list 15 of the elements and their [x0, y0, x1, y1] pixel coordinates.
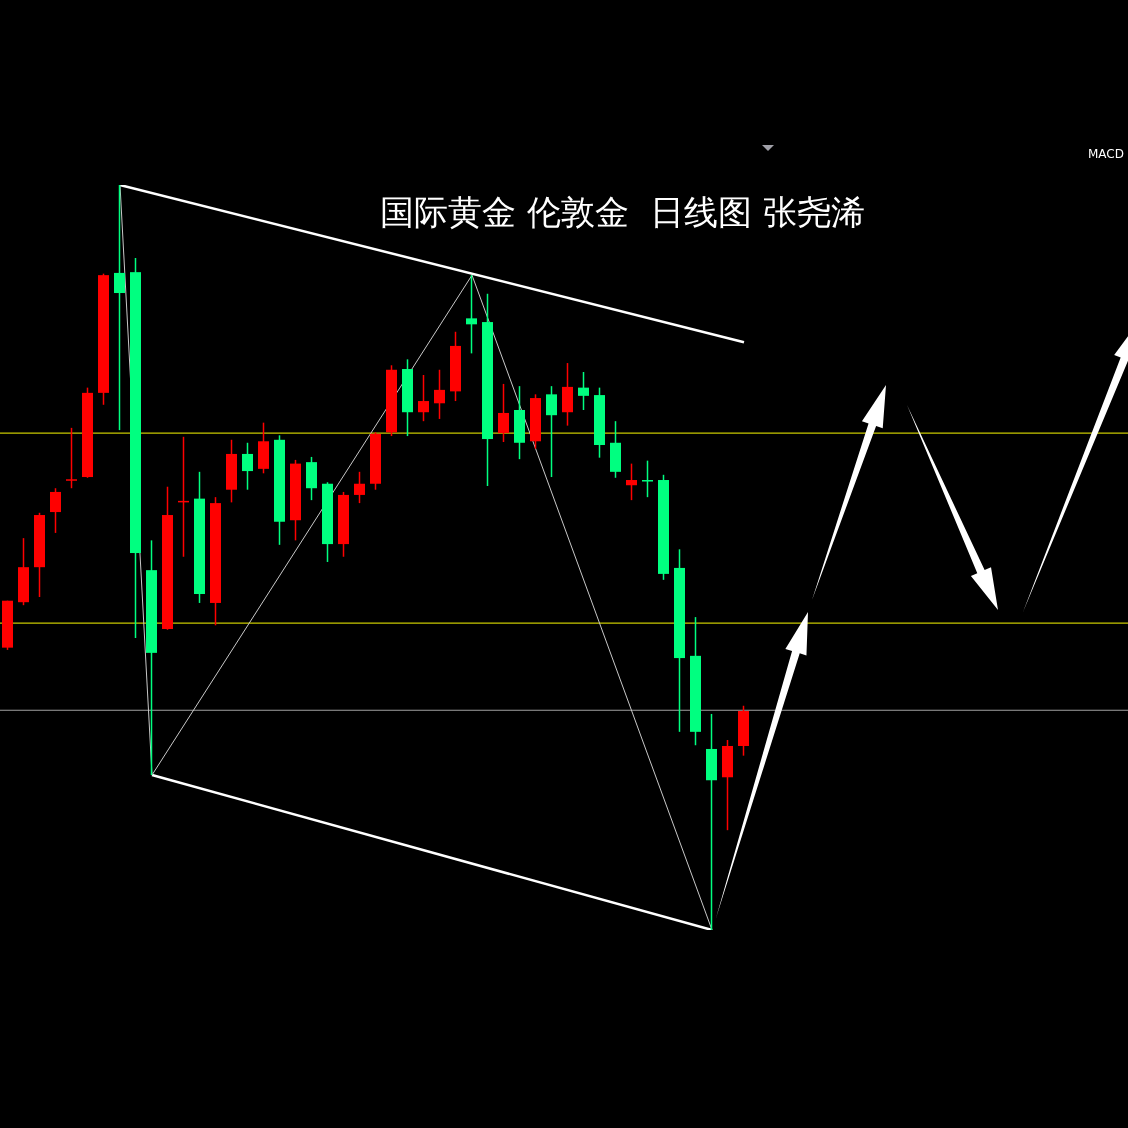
candlestick	[546, 385, 557, 478]
candlestick	[50, 487, 61, 534]
candlestick	[578, 371, 589, 411]
candlestick	[114, 185, 125, 431]
text: MACD	[1088, 147, 1124, 161]
candlestick	[642, 459, 653, 498]
candlestick	[66, 427, 77, 489]
candlestick	[498, 383, 509, 443]
candlestick	[242, 442, 253, 491]
candlestick	[354, 471, 365, 504]
candlestick	[418, 374, 429, 422]
candlestick	[434, 369, 445, 420]
chart-title: 国际黄金 伦敦金 日线图 张尧浠	[380, 191, 866, 234]
candlestick	[466, 274, 477, 355]
candlestick	[626, 462, 637, 501]
